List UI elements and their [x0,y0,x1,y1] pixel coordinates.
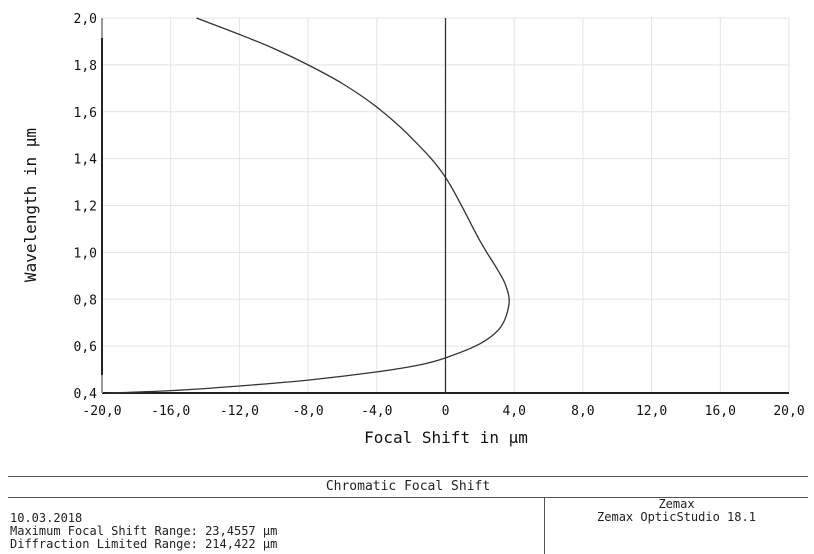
x-tick-label: 12,0 [636,404,667,419]
y-tick-label: 1,2 [74,200,97,215]
footer-company: Zemax [658,497,695,511]
footer-title: Chromatic Focal Shift [8,476,808,498]
footer-max-range: Maximum Focal Shift Range: 23,4557 µm [10,524,278,538]
x-tick-labels: -20,0 -16,0 -12,0 -8,0 -4,0 0 4,0 8,0 12,0 16,0 20… [82,404,804,419]
y-tick-label: 1,4 [74,153,98,168]
plot-area [108,17,510,394]
footer-divider [544,497,545,554]
y-axis-title: Wavelength in µm [21,128,40,282]
x-tick-label: -16,0 [151,404,190,419]
x-tick-label: 16,0 [705,404,736,419]
focal-shift-curve [108,17,510,394]
x-tick-label: -4,0 [361,404,392,419]
footer-date: 10.03.2018 [10,511,83,525]
x-tick-label: -8,0 [292,404,323,419]
y-tick-label: 1,8 [74,59,97,74]
x-tick-label: 0 [442,404,450,419]
y-tick-label: 0,6 [74,340,97,355]
y-tick-label: 0,8 [74,293,97,308]
x-axis-title: Focal Shift in µm [364,428,528,447]
x-tick-label: 4,0 [502,404,525,419]
x-tick-label: 8,0 [571,404,594,419]
footer-product: Zemax OpticStudio 18.1 [597,510,756,524]
x-tick-label: 20,0 [773,404,804,419]
x-tick-label: -12,0 [220,404,259,419]
y-tick-label: 1,6 [74,106,97,121]
footer-info: 10.03.2018 Maximum Focal Shift Range: 23… [10,512,277,551]
footer-panel: Chromatic Focal Shift 10.03.2018 Maximum… [0,476,814,554]
footer-software: Zemax Zemax OpticStudio 18.1 [545,498,808,524]
y-tick-label: 2,0 [74,12,97,27]
y-tick-label: 0,4 [74,387,98,402]
x-tick-label: -20,0 [82,404,121,419]
y-tick-label: 1,0 [74,246,97,261]
axes [101,18,789,394]
chromatic-focal-shift-chart: -20,0 -16,0 -12,0 -8,0 -4,0 0 4,0 8,0 12,0 16,0 20… [21,12,805,447]
y-tick-labels: 0,4 0,6 0,8 1,0 1,2 1,4 1,6 1,8 2,0 [74,12,98,402]
footer-diff-range: Diffraction Limited Range: 214,422 µm [10,537,278,551]
